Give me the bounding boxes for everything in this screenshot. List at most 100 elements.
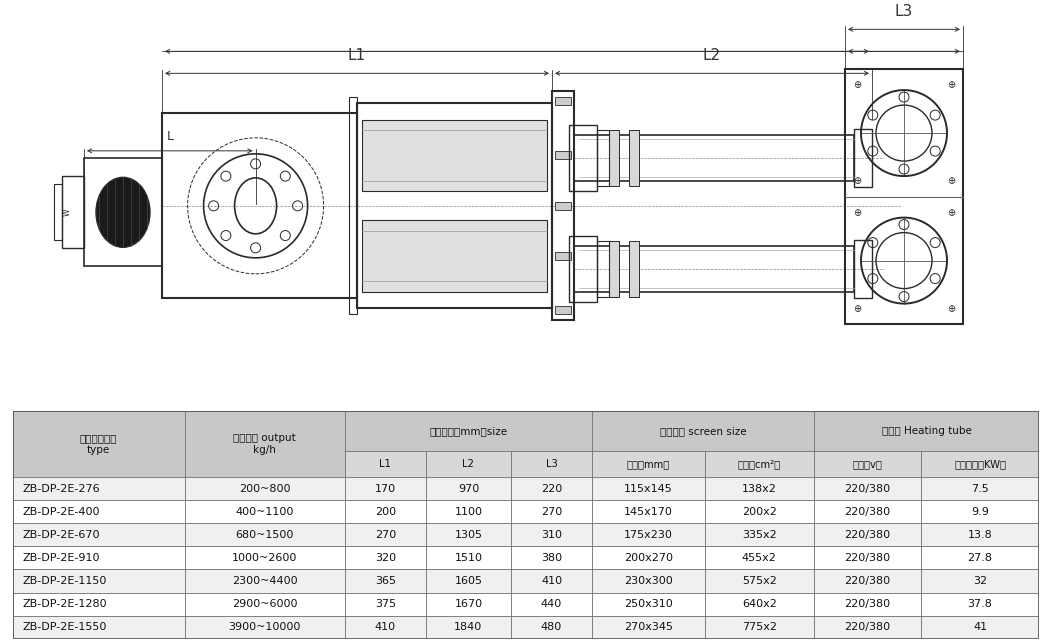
Bar bbox=[511, 546, 592, 569]
Bar bbox=[511, 616, 592, 639]
Bar bbox=[592, 523, 705, 546]
Bar bbox=[162, 114, 357, 299]
Bar bbox=[592, 411, 814, 451]
Bar bbox=[705, 477, 814, 500]
Bar bbox=[705, 451, 814, 477]
Text: 37.8: 37.8 bbox=[968, 599, 992, 609]
Bar bbox=[345, 593, 426, 616]
Bar bbox=[814, 451, 920, 477]
Bar bbox=[920, 451, 1039, 477]
Bar bbox=[609, 241, 619, 297]
Bar bbox=[185, 616, 345, 639]
Text: 775x2: 775x2 bbox=[742, 622, 776, 632]
Bar bbox=[574, 135, 854, 181]
Bar bbox=[345, 477, 426, 500]
Text: ZB-DP-2E-910: ZB-DP-2E-910 bbox=[23, 553, 100, 563]
Bar bbox=[592, 546, 705, 569]
Text: 2300~4400: 2300~4400 bbox=[232, 576, 298, 586]
Bar bbox=[592, 569, 705, 593]
Bar bbox=[426, 569, 511, 593]
Bar bbox=[814, 411, 1039, 451]
Text: 320: 320 bbox=[375, 553, 396, 563]
Bar bbox=[345, 477, 426, 500]
Bar bbox=[345, 523, 426, 546]
Bar bbox=[349, 98, 357, 315]
Text: 230x300: 230x300 bbox=[624, 576, 672, 586]
Bar bbox=[426, 569, 511, 593]
Text: 220/380: 220/380 bbox=[844, 622, 890, 632]
Bar bbox=[511, 451, 592, 477]
Bar bbox=[705, 500, 814, 523]
Bar bbox=[854, 240, 872, 298]
Text: 220/380: 220/380 bbox=[844, 599, 890, 609]
Bar bbox=[814, 500, 920, 523]
Text: 加熱器 Heating tube: 加熱器 Heating tube bbox=[882, 426, 972, 436]
Bar bbox=[569, 125, 596, 191]
Bar bbox=[185, 593, 345, 616]
Bar bbox=[555, 252, 571, 260]
Text: 480: 480 bbox=[541, 622, 562, 632]
Bar bbox=[552, 91, 574, 320]
Bar bbox=[592, 569, 705, 593]
Text: L2: L2 bbox=[463, 459, 474, 469]
Bar bbox=[357, 103, 552, 308]
Bar bbox=[920, 500, 1039, 523]
Bar bbox=[426, 477, 511, 500]
Bar bbox=[345, 546, 426, 569]
Bar bbox=[814, 523, 920, 546]
Bar bbox=[185, 500, 345, 523]
Bar bbox=[345, 593, 426, 616]
Bar bbox=[592, 500, 705, 523]
Bar bbox=[84, 159, 162, 266]
Bar bbox=[920, 523, 1039, 546]
Bar bbox=[511, 593, 592, 616]
Bar bbox=[13, 500, 185, 523]
Bar bbox=[814, 546, 920, 569]
Bar bbox=[592, 616, 705, 639]
Bar bbox=[705, 451, 814, 477]
Bar bbox=[920, 451, 1039, 477]
Bar bbox=[920, 569, 1039, 593]
Text: 365: 365 bbox=[375, 576, 396, 586]
Bar bbox=[185, 569, 345, 593]
Bar bbox=[814, 616, 920, 639]
Bar bbox=[362, 220, 547, 292]
Text: 455x2: 455x2 bbox=[742, 553, 776, 563]
Text: ZB-DP-2E-670: ZB-DP-2E-670 bbox=[23, 530, 100, 540]
Bar bbox=[814, 411, 1039, 451]
Bar bbox=[345, 411, 592, 451]
Text: L1: L1 bbox=[348, 48, 366, 64]
Bar bbox=[13, 477, 185, 500]
Text: 200~800: 200~800 bbox=[239, 483, 290, 494]
Bar bbox=[185, 593, 345, 616]
Bar bbox=[705, 546, 814, 569]
Text: ⊕: ⊕ bbox=[853, 207, 862, 218]
Text: 1605: 1605 bbox=[454, 576, 483, 586]
Bar bbox=[574, 246, 854, 292]
Bar bbox=[511, 616, 592, 639]
Bar bbox=[920, 546, 1039, 569]
Bar bbox=[345, 616, 426, 639]
Bar bbox=[426, 451, 511, 477]
Bar bbox=[596, 241, 609, 297]
Bar bbox=[629, 241, 639, 297]
Text: 270: 270 bbox=[541, 507, 562, 517]
Bar bbox=[814, 546, 920, 569]
Bar bbox=[185, 477, 345, 500]
Text: 200: 200 bbox=[375, 507, 396, 517]
Text: 9.9: 9.9 bbox=[971, 507, 989, 517]
Bar bbox=[13, 500, 185, 523]
Bar bbox=[920, 477, 1039, 500]
Bar bbox=[426, 451, 511, 477]
Bar bbox=[511, 569, 592, 593]
Text: 680~1500: 680~1500 bbox=[236, 530, 295, 540]
Text: 1510: 1510 bbox=[454, 553, 483, 563]
Text: 145x170: 145x170 bbox=[624, 507, 672, 517]
Bar bbox=[705, 616, 814, 639]
Text: 335x2: 335x2 bbox=[742, 530, 776, 540]
Text: ZB-DP-2E-1280: ZB-DP-2E-1280 bbox=[23, 599, 107, 609]
Bar bbox=[629, 130, 639, 186]
Text: 115x145: 115x145 bbox=[624, 483, 672, 494]
Bar bbox=[13, 616, 185, 639]
Ellipse shape bbox=[96, 177, 150, 247]
